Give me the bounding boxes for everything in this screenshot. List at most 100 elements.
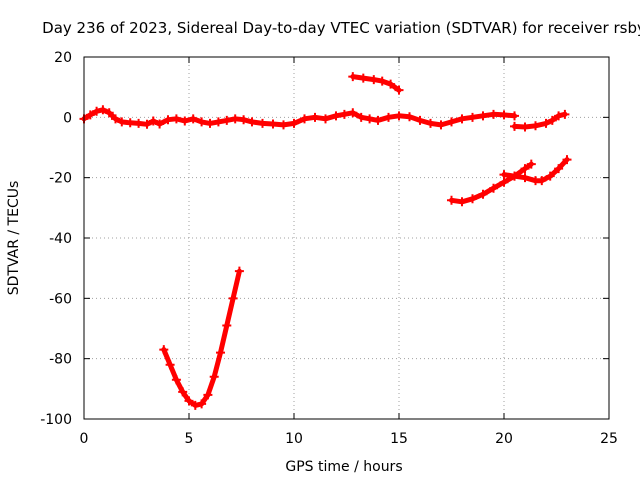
data-point bbox=[339, 109, 349, 119]
y-tick-label: 0 bbox=[63, 110, 72, 126]
data-point bbox=[197, 399, 207, 409]
data-point bbox=[148, 116, 158, 126]
data-point bbox=[547, 115, 557, 125]
data-point bbox=[190, 400, 200, 410]
data-point bbox=[457, 197, 467, 207]
data-point bbox=[331, 111, 341, 121]
data-point bbox=[468, 194, 477, 204]
y-tick-label: -40 bbox=[49, 231, 72, 247]
data-point bbox=[230, 114, 240, 124]
data-point bbox=[171, 375, 181, 385]
x-tick-label: 0 bbox=[80, 431, 89, 447]
y-tick-label: -80 bbox=[49, 352, 72, 368]
data-point bbox=[348, 72, 358, 82]
x-tick-label: 25 bbox=[600, 431, 618, 447]
data-point bbox=[213, 117, 223, 127]
series-2 bbox=[510, 109, 570, 132]
data-point bbox=[447, 195, 456, 205]
x-tick-label: 10 bbox=[285, 431, 303, 447]
x-axis-label: GPS time / hours bbox=[285, 459, 402, 475]
series-1 bbox=[348, 72, 404, 95]
data-point bbox=[171, 114, 181, 124]
data-point bbox=[415, 115, 425, 125]
plot-frame bbox=[83, 56, 610, 420]
data-point bbox=[92, 106, 102, 116]
data-point bbox=[373, 115, 383, 125]
data-point bbox=[85, 110, 95, 120]
data-point bbox=[377, 76, 387, 86]
data-point bbox=[234, 266, 244, 276]
data-point bbox=[216, 348, 225, 358]
data-point bbox=[348, 108, 358, 118]
data-point bbox=[499, 110, 509, 120]
x-tick-label: 15 bbox=[390, 431, 408, 447]
data-point bbox=[155, 119, 165, 129]
data-point bbox=[426, 118, 435, 128]
series-4 bbox=[499, 155, 572, 186]
data-point bbox=[562, 155, 572, 165]
data-point bbox=[394, 85, 404, 95]
data-point bbox=[104, 108, 114, 118]
data-point bbox=[384, 112, 393, 122]
data-point bbox=[239, 115, 249, 125]
y-tick-label: -100 bbox=[40, 412, 72, 428]
data-point bbox=[300, 114, 309, 124]
data-point bbox=[510, 111, 519, 121]
data-point bbox=[526, 159, 536, 169]
data-point bbox=[117, 117, 127, 127]
data-point bbox=[468, 112, 477, 122]
data-point bbox=[258, 118, 267, 128]
chart-title: Day 236 of 2023, Sidereal Day-to-day VTE… bbox=[42, 19, 640, 37]
data-point bbox=[321, 114, 330, 124]
data-point bbox=[180, 116, 190, 126]
data-point bbox=[165, 360, 175, 370]
data-point bbox=[98, 105, 108, 115]
data-layer bbox=[79, 72, 572, 410]
data-point bbox=[184, 396, 194, 406]
data-point bbox=[520, 173, 530, 183]
data-point bbox=[560, 109, 570, 119]
data-point bbox=[279, 120, 288, 130]
y-tick-label: -60 bbox=[49, 291, 72, 307]
data-point bbox=[537, 176, 547, 186]
data-point bbox=[510, 121, 519, 131]
data-point bbox=[222, 115, 232, 125]
data-point bbox=[188, 114, 198, 124]
data-point bbox=[510, 171, 519, 181]
data-point bbox=[499, 170, 509, 180]
data-point bbox=[178, 387, 188, 397]
data-point bbox=[209, 372, 219, 382]
data-point bbox=[228, 293, 238, 303]
data-point bbox=[365, 114, 375, 124]
data-point bbox=[247, 117, 257, 127]
data-point bbox=[111, 114, 120, 124]
series-5 bbox=[159, 266, 244, 410]
data-point bbox=[489, 109, 498, 119]
data-point bbox=[478, 189, 488, 199]
y-tick-label: -20 bbox=[49, 171, 72, 187]
y-tick-label: 20 bbox=[54, 50, 72, 66]
data-point bbox=[405, 112, 414, 122]
data-point bbox=[134, 118, 144, 128]
x-tick-label: 5 bbox=[185, 431, 194, 447]
data-point bbox=[205, 118, 215, 128]
x-tick-label: 20 bbox=[495, 431, 513, 447]
data-point bbox=[289, 118, 299, 128]
data-point bbox=[545, 171, 555, 181]
data-point bbox=[358, 73, 368, 83]
data-point bbox=[386, 79, 396, 89]
data-point bbox=[394, 111, 404, 121]
series-0 bbox=[79, 105, 519, 130]
data-point bbox=[499, 177, 509, 187]
data-point bbox=[489, 183, 498, 193]
y-axis-label: SDTVAR / TECUs bbox=[6, 181, 22, 296]
data-point bbox=[436, 120, 446, 130]
data-point bbox=[369, 75, 379, 85]
data-point bbox=[520, 164, 530, 174]
data-point bbox=[554, 111, 564, 121]
data-point bbox=[356, 112, 366, 122]
data-point bbox=[457, 114, 467, 124]
